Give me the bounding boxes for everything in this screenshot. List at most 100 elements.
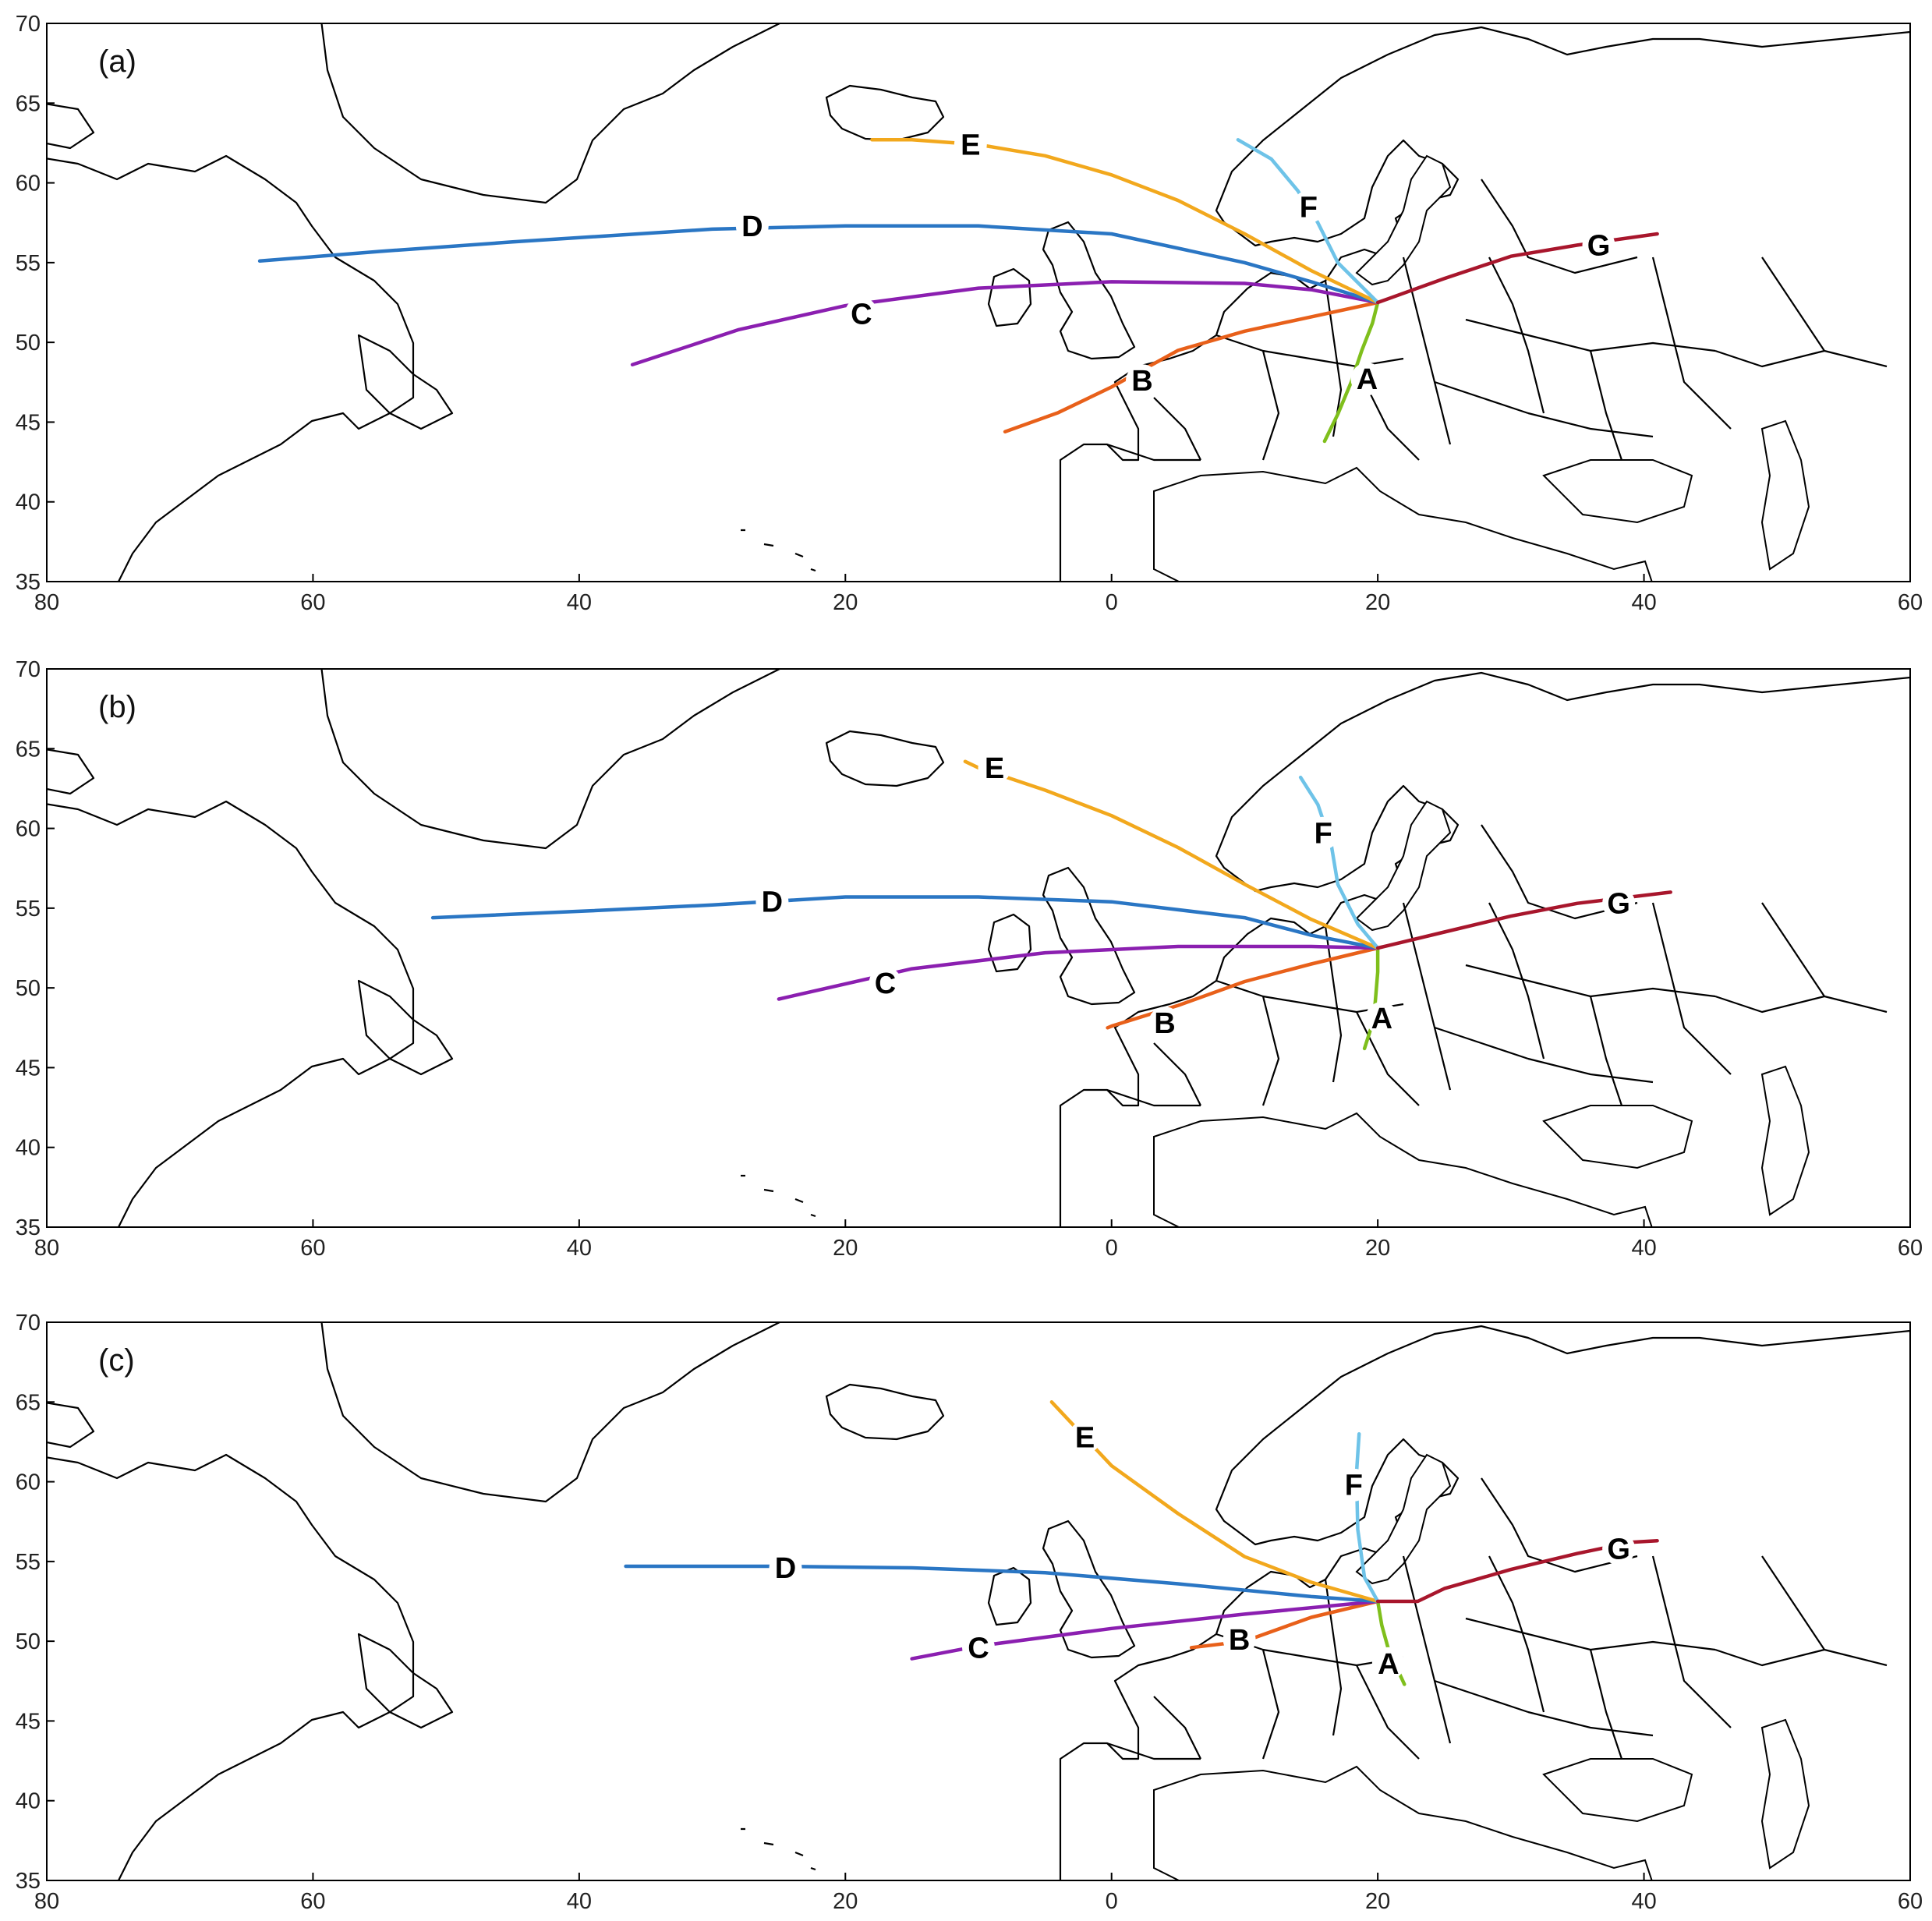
track-e [1049,1400,1380,1604]
track-label-background [1223,1623,1256,1657]
x-tick-label: 40 [567,1236,592,1261]
x-tick-label: 40 [1631,590,1656,615]
x-tick-label: 40 [1631,1236,1656,1261]
track-b [1003,300,1380,433]
x-tick-label: 80 [34,590,59,615]
y-tick-label: 35 [16,1869,41,1894]
y-tick-label: 45 [16,1056,41,1081]
axis-ticks: 80 60 40 20 0 20 40 60 70 65 60 55 50 45 40 35 [16,12,1923,615]
axis-ticks: 80 60 40 20 0 20 40 60 70 65 60 55 50 45 40 35 [16,657,1923,1261]
track-b [1189,1599,1380,1650]
y-tick-label: 65 [16,91,41,116]
y-tick-label: 60 [16,1470,41,1495]
x-tick-label: 80 [34,1889,59,1914]
track-label-background [1148,1006,1181,1040]
track-label-background [1371,1647,1405,1680]
track-g [1375,232,1659,305]
track-label-c: C [968,1632,989,1665]
track-f [1354,1431,1380,1604]
x-tick-label: 20 [833,590,858,615]
x-tick-label: 0 [1106,590,1118,615]
track-label-f: F [1315,818,1332,851]
panel-label: (a) [98,44,136,79]
track-label-background [1350,363,1384,396]
x-tick-label: 0 [1106,1236,1118,1261]
y-tick-label: 55 [16,251,41,276]
track-e [870,138,1380,305]
track-d [624,1564,1380,1604]
track-label-background [755,885,789,918]
track-label-b: B [1154,1007,1175,1040]
track-d [430,895,1380,950]
y-tick-label: 35 [16,1215,41,1240]
track-label-background [1365,1002,1399,1035]
track-label-background [1307,816,1340,850]
trajectory-tracks: A B C D E F G [257,128,1659,444]
track-label-f: F [1300,191,1318,224]
track-c [910,1599,1380,1661]
track-label-background [735,209,769,242]
track-e [963,759,1380,950]
track-f [1298,775,1380,950]
track-label-c: C [851,298,872,331]
panel-label: (c) [98,1343,135,1378]
track-label-background [1068,1420,1102,1454]
x-tick-label: 60 [1898,590,1923,615]
track-label-background [1126,364,1159,398]
x-tick-label: 60 [1898,1236,1923,1261]
track-label-background [962,1631,995,1665]
basemap [47,23,1910,582]
track-label-background [1337,1468,1371,1502]
track-label-c: C [875,968,896,1000]
track-label-d: D [775,1552,796,1585]
track-label-g: G [1587,229,1611,262]
y-tick-label: 40 [16,1789,41,1814]
track-b [1106,946,1380,1030]
track-label-b: B [1229,1624,1250,1657]
track-label-a: A [1357,363,1378,396]
axis-ticks: 80 60 40 20 0 20 40 60 70 65 60 55 50 45 40 35 [16,1311,1923,1914]
y-tick-label: 70 [16,12,41,37]
track-label-f: F [1345,1470,1363,1502]
x-tick-label: 40 [1631,1889,1656,1914]
track-label-background [1602,886,1636,920]
y-tick-label: 45 [16,410,41,435]
track-label-e: E [985,752,1004,785]
panel-label: (b) [98,690,136,724]
track-label-d: D [741,210,763,243]
x-tick-label: 60 [300,590,325,615]
track-label-b: B [1131,365,1152,398]
y-tick-label: 65 [16,737,41,762]
x-tick-label: 60 [300,1236,325,1261]
map-frame [46,668,1911,1228]
x-tick-label: 80 [34,1236,59,1261]
x-tick-label: 20 [833,1889,858,1914]
x-tick-label: 60 [1898,1889,1923,1914]
track-label-e: E [961,129,980,162]
basemap [47,1322,1910,1880]
y-tick-label: 60 [16,817,41,842]
y-tick-label: 50 [16,1629,41,1654]
y-tick-label: 50 [16,976,41,1001]
x-tick-label: 0 [1106,1889,1118,1914]
map-frame [46,1321,1911,1881]
y-tick-label: 55 [16,1550,41,1575]
y-tick-label: 70 [16,1311,41,1336]
track-label-background [844,297,878,331]
y-tick-label: 60 [16,172,41,196]
track-label-background [978,751,1011,784]
x-tick-label: 20 [1365,1889,1390,1914]
track-label-d: D [762,886,783,919]
trajectory-tracks: A B C D E F G [430,751,1672,1051]
track-label-a: A [1378,1648,1399,1681]
x-tick-label: 20 [833,1236,858,1261]
y-tick-label: 55 [16,897,41,922]
y-tick-label: 40 [16,490,41,515]
track-label-a: A [1371,1003,1392,1035]
y-tick-label: 35 [16,570,41,595]
y-tick-label: 65 [16,1390,41,1415]
